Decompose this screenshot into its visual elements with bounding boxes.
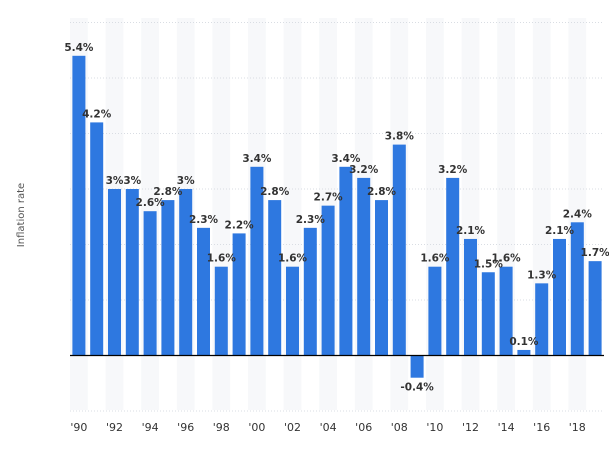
bar-value-labels: 5.4%4.2%3% 3%2.6%2.8%3%2.3%1.6%2.2%3.4%2.… [64, 42, 609, 394]
bar-2019 [588, 261, 602, 356]
bar-1993 [125, 189, 139, 356]
value-label-2016: 1.3% [527, 269, 557, 281]
x-tick-label: '96 [177, 421, 194, 434]
x-tick-label: '02 [284, 421, 301, 434]
value-label-2018: 2.4% [563, 208, 593, 220]
value-label-2017: 2.1% [545, 225, 575, 237]
value-label-2002: 1.6% [278, 253, 308, 265]
value-label-1995: 2.8% [153, 186, 183, 198]
bar-2003 [303, 227, 317, 356]
x-tick-label: '08 [391, 421, 408, 434]
bar-2006 [357, 177, 371, 356]
bar-2000 [250, 166, 264, 356]
value-label-1996: 3% [177, 175, 195, 187]
value-label-2013: 1.5% [474, 258, 504, 270]
bar-1994 [143, 211, 157, 356]
value-label-1992: 3% [106, 175, 124, 187]
bar-2005 [339, 166, 353, 356]
horizontal-gridlines [70, 22, 604, 412]
value-label-1991: 4.2% [82, 108, 112, 120]
value-label-2000: 3.4% [242, 153, 272, 165]
x-tick-label: '00 [248, 421, 265, 434]
bar-2015 [517, 349, 531, 356]
value-label-2019: 1.7% [581, 247, 609, 259]
x-tick-label: '94 [142, 421, 159, 434]
x-tick-label: '14 [498, 421, 515, 434]
value-label-2011: 3.2% [438, 164, 468, 176]
value-label-2005: 3.4% [331, 153, 361, 165]
x-tick-label: '90 [70, 421, 87, 434]
bar-2001 [268, 200, 282, 356]
value-label-2014: 1.6% [492, 253, 522, 265]
x-tick-label: '98 [213, 421, 230, 434]
bar-2017 [553, 238, 566, 356]
bar-1999 [232, 233, 246, 356]
value-label-1999: 2.2% [225, 219, 255, 231]
x-tick-label: '10 [426, 421, 443, 434]
value-label-1997: 2.3% [189, 214, 219, 226]
bar-2014 [499, 266, 513, 356]
bar-2010 [428, 266, 442, 356]
y-axis-title: Inflation rate [16, 183, 27, 247]
bar-1991 [90, 122, 104, 356]
x-tick-label: '18 [569, 421, 586, 434]
value-label-2012: 2.1% [456, 225, 486, 237]
bar-1997 [197, 227, 210, 356]
bar-2002 [286, 266, 299, 356]
bar-1996 [179, 189, 193, 356]
x-tick-label: '16 [533, 421, 550, 434]
bar-2012 [464, 238, 477, 356]
value-label-2010: 1.6% [420, 253, 450, 265]
value-label-2006: 3.2% [349, 164, 379, 176]
value-label-2001: 2.8% [260, 186, 290, 198]
value-label-2003: 2.3% [296, 214, 326, 226]
x-tick-label: '12 [462, 421, 479, 434]
x-tick-label: '06 [355, 421, 372, 434]
bar-2009 [410, 355, 424, 378]
bar-2011 [446, 177, 460, 356]
value-label-2004: 2.7% [314, 192, 344, 204]
bar-2018 [570, 222, 584, 356]
bar-series [72, 55, 602, 378]
bar-2007 [375, 200, 388, 356]
bar-2013 [481, 272, 495, 356]
value-label-1993: 3% [123, 175, 141, 187]
x-axis-tick-labels: '90 '92 '94 '96 '98 '00 '02 '04 '06 '08 '10 '12 '14 '… [70, 421, 585, 434]
bar-1990 [72, 55, 86, 356]
value-label-1998: 1.6% [207, 253, 237, 265]
bar-1998 [214, 266, 228, 356]
value-label-1990: 5.4% [64, 42, 94, 54]
value-label-2009: -0.4% [400, 382, 434, 394]
x-tick-label: '92 [106, 421, 123, 434]
bar-2004 [321, 205, 335, 356]
value-label-2008: 3.8% [385, 131, 415, 143]
bar-1995 [161, 200, 175, 356]
bar-2016 [535, 283, 549, 356]
bar-1992 [108, 189, 121, 356]
value-label-1994: 2.6% [136, 197, 166, 209]
x-tick-label: '04 [320, 421, 337, 434]
bar-2008 [392, 144, 406, 356]
value-label-2007: 2.8% [367, 186, 397, 198]
value-label-2015: 0.1% [509, 336, 539, 348]
